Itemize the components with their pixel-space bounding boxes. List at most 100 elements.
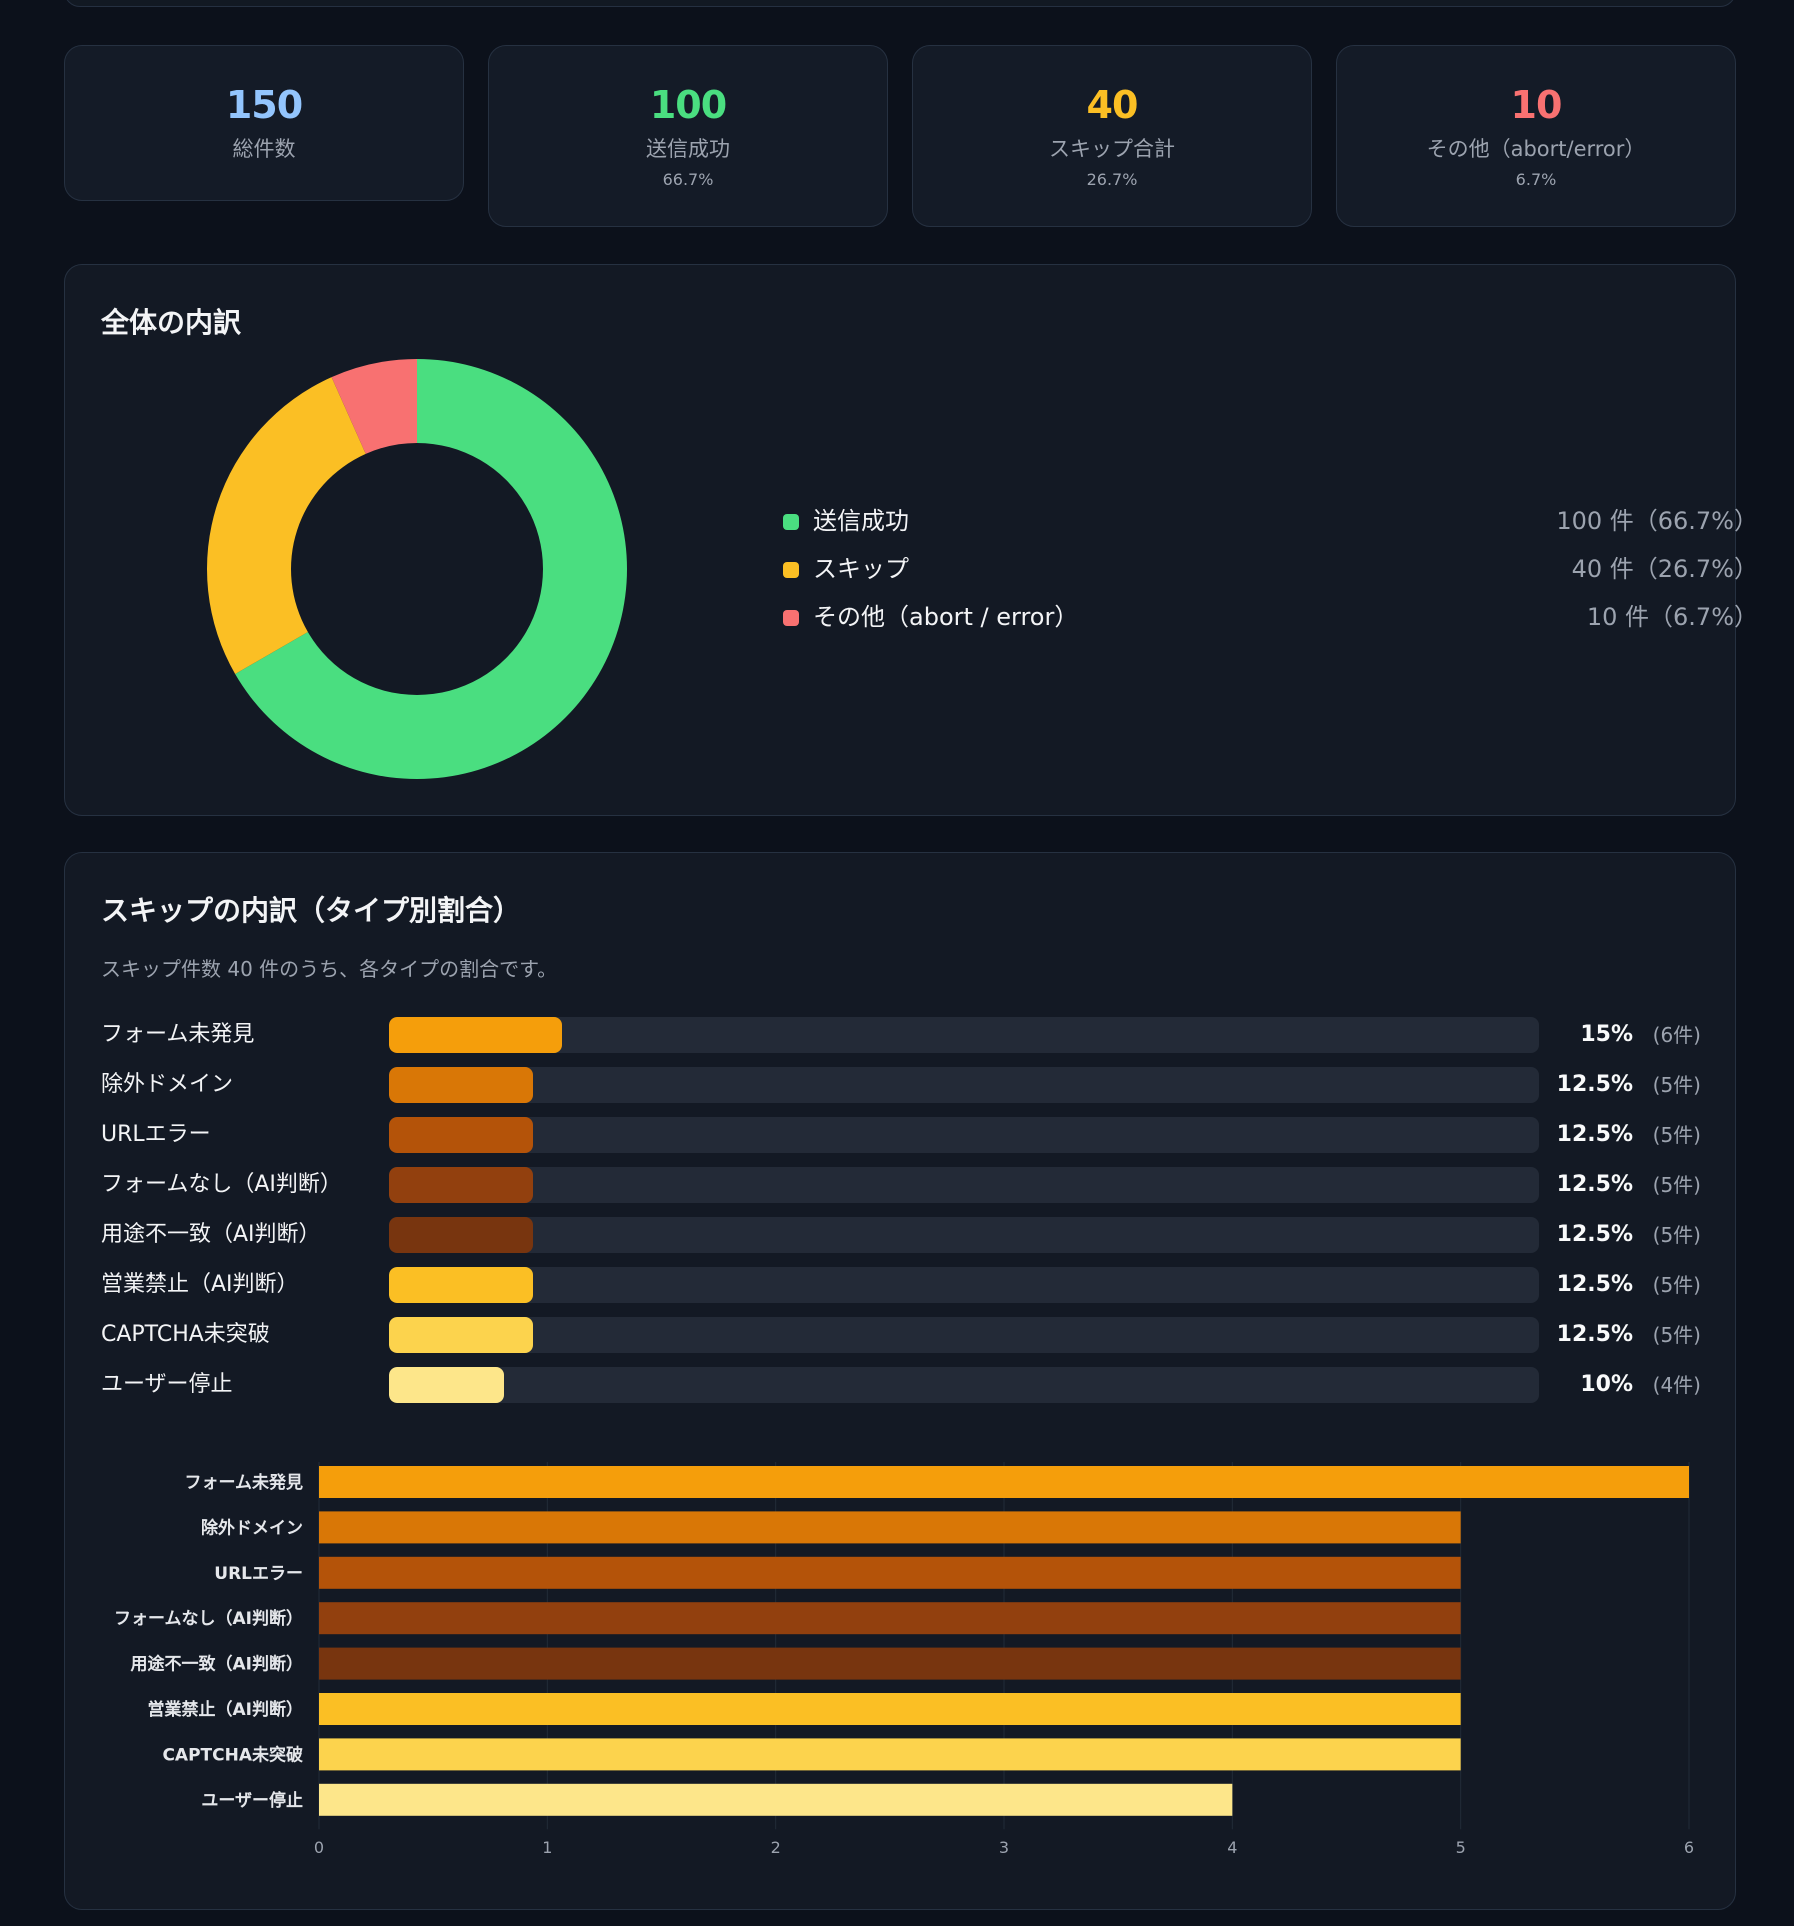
overview-panel: 全体の内訳 送信成功 100 件（66.7%） スキップ 40 件（26.7%）… bbox=[64, 264, 1758, 816]
stat-percent: 66.7% bbox=[662, 170, 714, 189]
legend-swatch bbox=[783, 610, 799, 626]
skip-row-count: (5件) bbox=[1652, 1173, 1701, 1197]
legend-value: 100 件（66.7%） bbox=[1556, 507, 1758, 535]
skip-row-count: (6件) bbox=[1652, 1023, 1701, 1047]
skip-row: フォームなし（AI判断） 12.5% (5件) bbox=[101, 1167, 1701, 1203]
overview-title: 全体の内訳 bbox=[101, 306, 242, 339]
stat-card-success: 100 送信成功 66.7% bbox=[488, 45, 888, 227]
stat-label: その他（abort/error） bbox=[1426, 137, 1646, 161]
stat-label: スキップ合計 bbox=[1049, 137, 1175, 161]
skip-row-count: (5件) bbox=[1652, 1073, 1701, 1097]
x-tick-label: 4 bbox=[1227, 1838, 1237, 1857]
top-panel-edge bbox=[64, 0, 1736, 7]
skip-title: スキップの内訳（タイプ別割合） bbox=[101, 894, 522, 927]
skip-row-percent: 10% bbox=[1580, 1372, 1633, 1397]
legend-swatch bbox=[783, 562, 799, 578]
legend-swatch bbox=[783, 514, 799, 530]
skip-row-label: フォーム未発見 bbox=[101, 1022, 255, 1047]
progress-track bbox=[389, 1367, 1539, 1403]
skip-row-count: (4件) bbox=[1652, 1373, 1701, 1397]
skip-row-label: 用途不一致（AI判断） bbox=[101, 1222, 321, 1247]
x-tick-label: 6 bbox=[1684, 1838, 1694, 1857]
legend-label: 送信成功 bbox=[813, 507, 909, 535]
skip-subtitle: スキップ件数 40 件のうち、各タイプの割合です。 bbox=[101, 957, 558, 981]
stat-percent: 6.7% bbox=[1515, 170, 1557, 189]
skip-row-count: (5件) bbox=[1652, 1223, 1701, 1247]
y-tick-label: URLエラー bbox=[214, 1564, 303, 1584]
progress-fill bbox=[389, 1217, 533, 1253]
progress-track bbox=[389, 1217, 1539, 1253]
legend-label: その他（abort / error） bbox=[813, 603, 1079, 631]
skip-row: 除外ドメイン 12.5% (5件) bbox=[101, 1067, 1701, 1103]
x-tick-label: 5 bbox=[1456, 1838, 1466, 1857]
progress-track bbox=[389, 1017, 1539, 1053]
y-tick-label: CAPTCHA未突破 bbox=[162, 1744, 303, 1765]
bar bbox=[319, 1647, 1461, 1680]
progress-fill bbox=[389, 1167, 533, 1203]
skip-row: CAPTCHA未突破 12.5% (5件) bbox=[101, 1317, 1701, 1353]
donut-slice-skip bbox=[206, 377, 366, 674]
skip-row-label: 除外ドメイン bbox=[101, 1072, 234, 1097]
skip-breakdown-panel: スキップの内訳（タイプ別割合） スキップ件数 40 件のうち、各タイプの割合です… bbox=[64, 852, 1736, 1910]
x-tick-label: 3 bbox=[999, 1838, 1009, 1857]
bar bbox=[319, 1556, 1461, 1589]
stat-value: 40 bbox=[1086, 83, 1139, 127]
stat-value: 150 bbox=[225, 83, 303, 127]
progress-track bbox=[389, 1117, 1539, 1153]
progress-fill bbox=[389, 1067, 533, 1103]
x-tick-label: 1 bbox=[542, 1838, 552, 1857]
stat-label: 送信成功 bbox=[646, 137, 730, 161]
stat-card-skip: 40 スキップ合計 26.7% bbox=[912, 45, 1312, 227]
legend-item-other: その他（abort / error） 10 件（6.7%） bbox=[783, 601, 1758, 633]
skip-row-count: (5件) bbox=[1652, 1123, 1701, 1147]
progress-track bbox=[389, 1067, 1539, 1103]
progress-track bbox=[389, 1267, 1539, 1303]
skip-row-percent: 12.5% bbox=[1556, 1122, 1633, 1147]
skip-row: 営業禁止（AI判断） 12.5% (5件) bbox=[101, 1267, 1701, 1303]
stat-percent: 26.7% bbox=[1086, 170, 1138, 189]
skip-row-label: フォームなし（AI判断） bbox=[101, 1172, 342, 1197]
legend-item-success: 送信成功 100 件（66.7%） bbox=[783, 505, 1758, 537]
stat-value: 10 bbox=[1510, 83, 1563, 127]
stat-card-total: 150 総件数 bbox=[64, 45, 464, 201]
donut-chart bbox=[206, 359, 628, 779]
stat-label: 総件数 bbox=[232, 137, 296, 161]
progress-fill bbox=[389, 1267, 533, 1303]
skip-row-label: CAPTCHA未突破 bbox=[101, 1322, 270, 1347]
skip-row-count: (5件) bbox=[1652, 1323, 1701, 1347]
skip-row-label: ユーザー停止 bbox=[101, 1372, 233, 1397]
skip-row: ユーザー停止 10% (4件) bbox=[101, 1367, 1701, 1403]
progress-track bbox=[389, 1167, 1539, 1203]
progress-track bbox=[389, 1317, 1539, 1353]
y-tick-label: 用途不一致（AI判断） bbox=[131, 1654, 303, 1675]
stat-value: 100 bbox=[649, 83, 727, 127]
bar bbox=[319, 1693, 1461, 1725]
progress-fill bbox=[389, 1117, 533, 1153]
skip-row: 用途不一致（AI判断） 12.5% (5件) bbox=[101, 1217, 1701, 1253]
progress-fill bbox=[389, 1367, 504, 1403]
legend-label: スキップ bbox=[813, 555, 909, 583]
y-tick-label: フォーム未発見 bbox=[185, 1472, 304, 1493]
bar bbox=[319, 1738, 1461, 1771]
skip-row-count: (5件) bbox=[1652, 1273, 1701, 1297]
legend-value: 40 件（26.7%） bbox=[1571, 555, 1758, 583]
donut-slice-success bbox=[235, 359, 628, 779]
y-tick-label: 除外ドメイン bbox=[201, 1517, 303, 1538]
skip-row-label: URLエラー bbox=[101, 1122, 211, 1147]
skip-row-label: 営業禁止（AI判断） bbox=[101, 1272, 299, 1297]
bar bbox=[319, 1511, 1461, 1544]
stat-card-other: 10 その他（abort/error） 6.7% bbox=[1336, 45, 1736, 227]
skip-row-percent: 12.5% bbox=[1556, 1272, 1633, 1297]
skip-row-percent: 15% bbox=[1580, 1022, 1633, 1047]
y-tick-label: フォームなし（AI判断） bbox=[114, 1608, 303, 1629]
y-tick-label: ユーザー停止 bbox=[201, 1790, 303, 1811]
legend-item-skip: スキップ 40 件（26.7%） bbox=[783, 553, 1758, 585]
donut-slice-other bbox=[331, 359, 417, 454]
skip-row: フォーム未発見 15% (6件) bbox=[101, 1017, 1701, 1053]
bar bbox=[319, 1602, 1461, 1635]
progress-fill bbox=[389, 1317, 533, 1353]
skip-row-percent: 12.5% bbox=[1556, 1322, 1633, 1347]
skip-row-percent: 12.5% bbox=[1556, 1222, 1633, 1247]
x-tick-label: 0 bbox=[314, 1838, 324, 1857]
